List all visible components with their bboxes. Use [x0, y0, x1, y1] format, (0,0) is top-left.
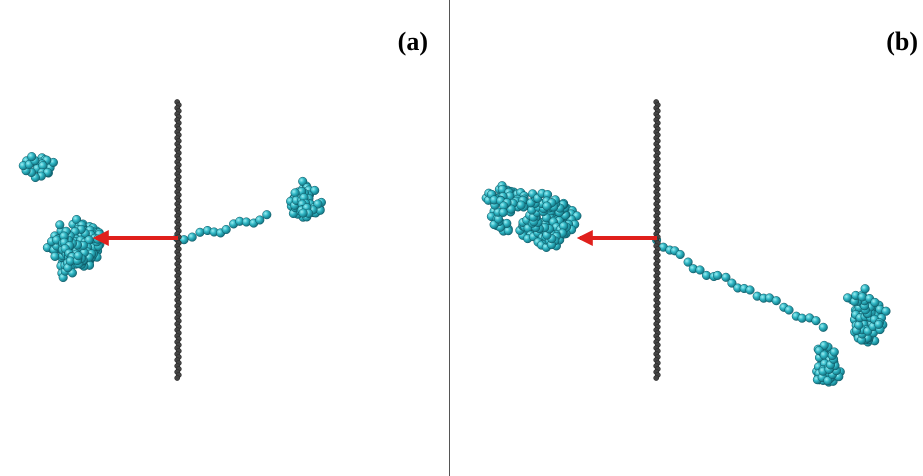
bead [874, 319, 884, 329]
bead [221, 224, 231, 235]
bead [542, 201, 552, 211]
bead [195, 227, 205, 237]
bead [870, 297, 880, 307]
bead [818, 322, 828, 332]
bead [784, 305, 794, 315]
bead [771, 296, 781, 306]
wall-bead [653, 375, 660, 381]
bead [310, 185, 320, 195]
bead [721, 272, 731, 282]
bead [290, 188, 300, 198]
bead [811, 316, 821, 326]
bead [675, 249, 685, 260]
bead [712, 270, 723, 280]
bead [498, 207, 508, 217]
bead [881, 306, 891, 316]
bead [683, 257, 693, 267]
bead [298, 208, 308, 218]
panel-label: (b) [886, 27, 918, 56]
bead [745, 285, 755, 295]
bead [854, 320, 864, 330]
bead [55, 220, 65, 230]
bead [187, 232, 197, 242]
panel-label: (a) [398, 27, 428, 56]
bead [313, 199, 323, 209]
bead [823, 376, 833, 386]
bead [727, 278, 737, 288]
bead [262, 210, 272, 220]
wall-bead [174, 375, 181, 381]
bead [829, 347, 839, 357]
bead [298, 176, 308, 186]
molecules [18, 99, 891, 387]
bead [516, 200, 526, 210]
bead [695, 265, 705, 275]
bead [255, 215, 265, 225]
bead [860, 284, 870, 294]
bead [50, 251, 60, 261]
bead [73, 251, 83, 261]
bead [27, 152, 37, 162]
